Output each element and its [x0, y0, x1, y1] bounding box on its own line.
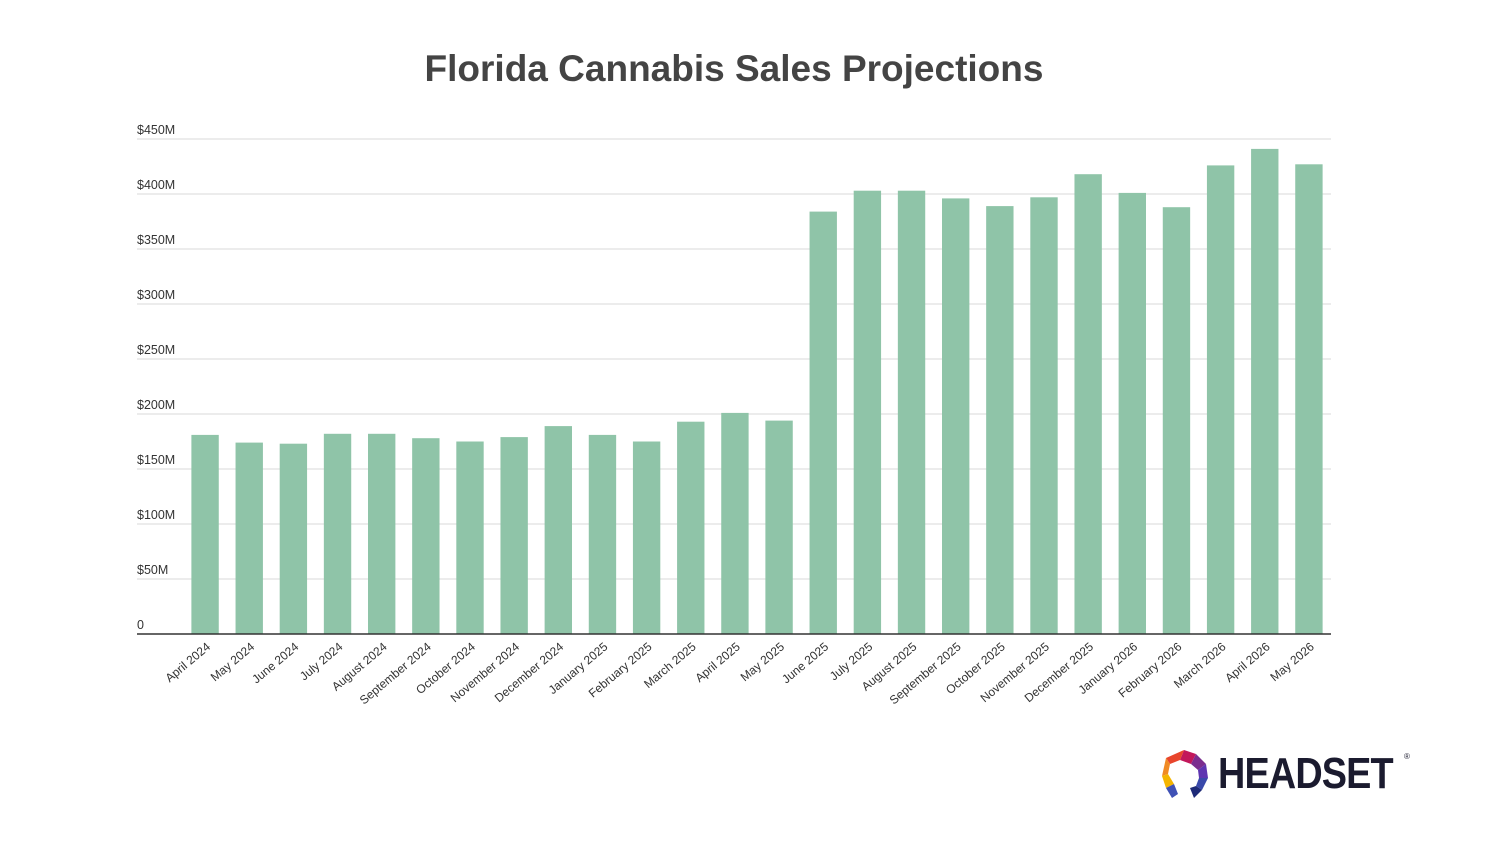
x-tick-label: June 2025: [779, 639, 831, 686]
y-tick-label: $400M: [137, 178, 175, 192]
y-tick-label: $100M: [137, 508, 175, 522]
bar: [897, 190, 926, 634]
bar: [456, 441, 484, 634]
bar: [942, 198, 970, 634]
bar: [191, 434, 219, 634]
bar: [279, 443, 308, 634]
bar: [1251, 148, 1279, 634]
bar: [1030, 197, 1058, 635]
y-tick-label: $350M: [137, 233, 175, 247]
bar: [1206, 165, 1235, 634]
logo-registered-mark: ®: [1404, 752, 1410, 761]
headset-logo: HEADSET ®: [1158, 748, 1418, 800]
y-tick-label: $50M: [137, 563, 168, 577]
bar: [1295, 164, 1323, 635]
y-tick-label: $150M: [137, 453, 175, 467]
bar: [368, 433, 396, 634]
bars: [191, 148, 1323, 635]
bar: [765, 420, 793, 634]
x-tick-label: June 2024: [249, 639, 301, 686]
x-tick-label: April 2026: [1222, 639, 1273, 685]
y-tick-label: $250M: [137, 343, 175, 357]
bar: [412, 438, 440, 634]
bar: [588, 434, 617, 634]
chart-title: Florida Cannabis Sales Projections: [424, 48, 1044, 89]
y-tick-label: $300M: [137, 288, 175, 302]
x-tick-label: April 2025: [692, 639, 743, 685]
bar: [809, 211, 837, 634]
x-tick-label: April 2024: [163, 639, 214, 685]
bar: [323, 433, 352, 634]
y-axis-ticks: 0 $50M $100M $150M $200M $250M $300M $350M $400M…: [137, 123, 175, 632]
bar: [853, 190, 882, 634]
y-tick-label: $200M: [137, 398, 175, 412]
bar: [1118, 192, 1146, 634]
x-tick-label: May 2026: [1267, 639, 1317, 684]
bar: [632, 441, 661, 634]
headset-logo-mark-icon: [1162, 750, 1208, 798]
bar: [1162, 207, 1191, 634]
bar: [544, 426, 572, 634]
bar: [986, 206, 1014, 634]
bar: [235, 442, 263, 634]
y-tick-label: 0: [137, 618, 144, 632]
bar: [1074, 174, 1102, 634]
bar: [677, 421, 705, 634]
logo-wordmark: HEADSET: [1218, 749, 1394, 798]
bar: [721, 412, 749, 634]
bar: [500, 437, 528, 634]
y-tick-label: $450M: [137, 123, 175, 137]
